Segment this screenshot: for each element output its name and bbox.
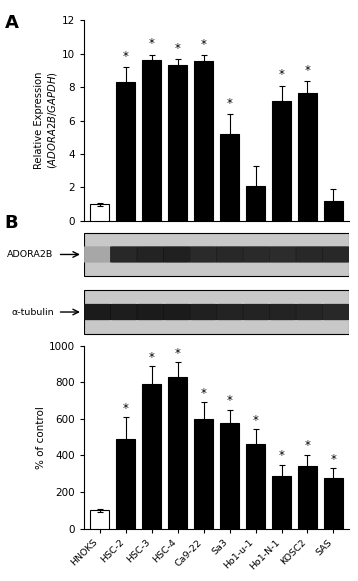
Text: *: *	[227, 97, 232, 110]
Bar	[142, 60, 161, 221]
Text: ADORA2B: ADORA2B	[8, 250, 54, 259]
Text: *: *	[123, 50, 129, 63]
FancyBboxPatch shape	[137, 246, 164, 263]
Text: *: *	[201, 38, 207, 51]
Bar	[272, 101, 291, 221]
Bar	[84, 290, 349, 333]
Bar	[168, 64, 187, 221]
Text: *: *	[305, 64, 310, 77]
Text: *: *	[201, 387, 207, 400]
Bar	[220, 424, 239, 529]
FancyBboxPatch shape	[163, 304, 190, 320]
Bar	[194, 419, 213, 529]
Bar	[324, 478, 343, 529]
FancyBboxPatch shape	[296, 246, 323, 263]
FancyBboxPatch shape	[163, 246, 190, 263]
Text: B: B	[5, 214, 18, 232]
Bar	[246, 444, 265, 529]
Text: *: *	[175, 42, 180, 55]
FancyBboxPatch shape	[269, 246, 296, 263]
Bar	[116, 439, 135, 529]
Text: *: *	[253, 414, 258, 426]
Text: *: *	[149, 350, 155, 364]
FancyBboxPatch shape	[243, 304, 270, 320]
Bar	[272, 476, 291, 529]
Bar	[168, 376, 187, 529]
Text: *: *	[175, 347, 180, 360]
Bar	[90, 204, 109, 221]
FancyBboxPatch shape	[296, 304, 323, 320]
Text: *: *	[305, 439, 310, 453]
FancyBboxPatch shape	[84, 246, 111, 263]
FancyBboxPatch shape	[137, 304, 164, 320]
Text: α-tubulin: α-tubulin	[11, 307, 54, 317]
Bar	[116, 82, 135, 221]
FancyBboxPatch shape	[322, 246, 349, 263]
Bar	[220, 134, 239, 221]
Text: *: *	[279, 69, 285, 81]
Text: *: *	[123, 402, 129, 415]
Text: *: *	[149, 37, 155, 51]
Text: *: *	[279, 450, 285, 462]
Bar	[246, 186, 265, 221]
Bar	[142, 384, 161, 529]
Text: *: *	[227, 394, 232, 407]
Text: *: *	[330, 453, 337, 466]
Text: A: A	[5, 15, 19, 33]
Bar	[324, 201, 343, 221]
Bar	[298, 465, 317, 529]
FancyBboxPatch shape	[269, 304, 296, 320]
FancyBboxPatch shape	[322, 304, 349, 320]
FancyBboxPatch shape	[190, 246, 217, 263]
Bar	[194, 61, 213, 221]
FancyBboxPatch shape	[216, 246, 243, 263]
FancyBboxPatch shape	[190, 304, 217, 320]
FancyBboxPatch shape	[216, 304, 243, 320]
Y-axis label: Relative Expression
($ADORA2B/GAPDH$): Relative Expression ($ADORA2B/GAPDH$)	[34, 72, 59, 170]
FancyBboxPatch shape	[243, 246, 270, 263]
Y-axis label: % of control: % of control	[36, 406, 46, 469]
FancyBboxPatch shape	[110, 304, 137, 320]
Bar	[90, 510, 109, 529]
Bar	[298, 93, 317, 221]
FancyBboxPatch shape	[110, 246, 137, 263]
FancyBboxPatch shape	[84, 304, 111, 320]
Bar	[84, 233, 349, 276]
